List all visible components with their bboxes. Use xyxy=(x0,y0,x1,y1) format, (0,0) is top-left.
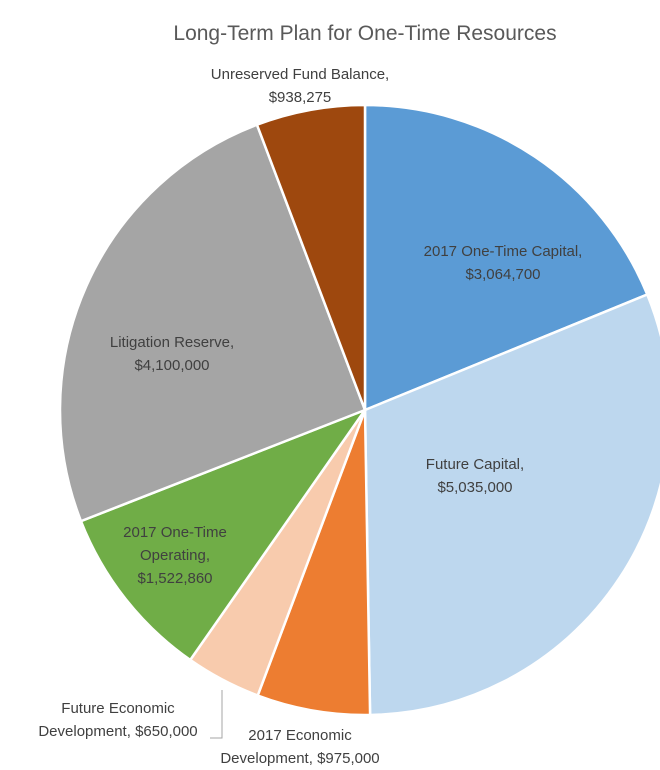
data-label: 2017 One-Time Capital, $3,064,700 xyxy=(388,240,618,286)
value-label: $938,275 xyxy=(268,89,332,106)
category-label: Litigation Reserve, xyxy=(109,334,235,351)
pie-slice xyxy=(363,103,649,412)
data-label: Unreserved Fund Balance, $938,275 xyxy=(170,63,430,109)
leader-line xyxy=(210,690,223,739)
category-label: 2017 One-Time Capital, xyxy=(423,243,583,260)
value-label: $5,035,000 xyxy=(437,479,513,496)
value-label: $1,522,860 xyxy=(137,570,213,587)
value-label: $4,100,000 xyxy=(134,357,210,374)
data-label: 2017 Economic Development, $975,000 xyxy=(215,724,385,770)
pie-slice xyxy=(58,123,367,523)
data-label: Litigation Reserve, $4,100,000 xyxy=(72,331,272,377)
chart-title: Long-Term Plan for One-Time Resources xyxy=(173,22,557,45)
category-label: Future Capital, xyxy=(425,456,525,473)
value-label: $975,000 xyxy=(317,750,380,767)
pie-slice xyxy=(79,407,369,662)
category-label: Future Economic Development, xyxy=(38,700,175,740)
data-label: 2017 One-Time Operating, $1,522,860 xyxy=(120,521,230,590)
data-label: Future Economic Development, $650,000 xyxy=(18,697,218,743)
data-label: Future Capital, $5,035,000 xyxy=(375,453,575,499)
category-label: Unreserved Fund Balance, xyxy=(210,66,390,83)
value-label: $650,000 xyxy=(135,723,198,740)
pie-slice xyxy=(255,103,367,411)
category-label: 2017 One-Time Operating, xyxy=(123,524,227,564)
category-label: 2017 Economic Development, xyxy=(220,727,352,767)
value-label: $3,064,700 xyxy=(465,266,541,283)
pie-slice xyxy=(363,292,660,717)
